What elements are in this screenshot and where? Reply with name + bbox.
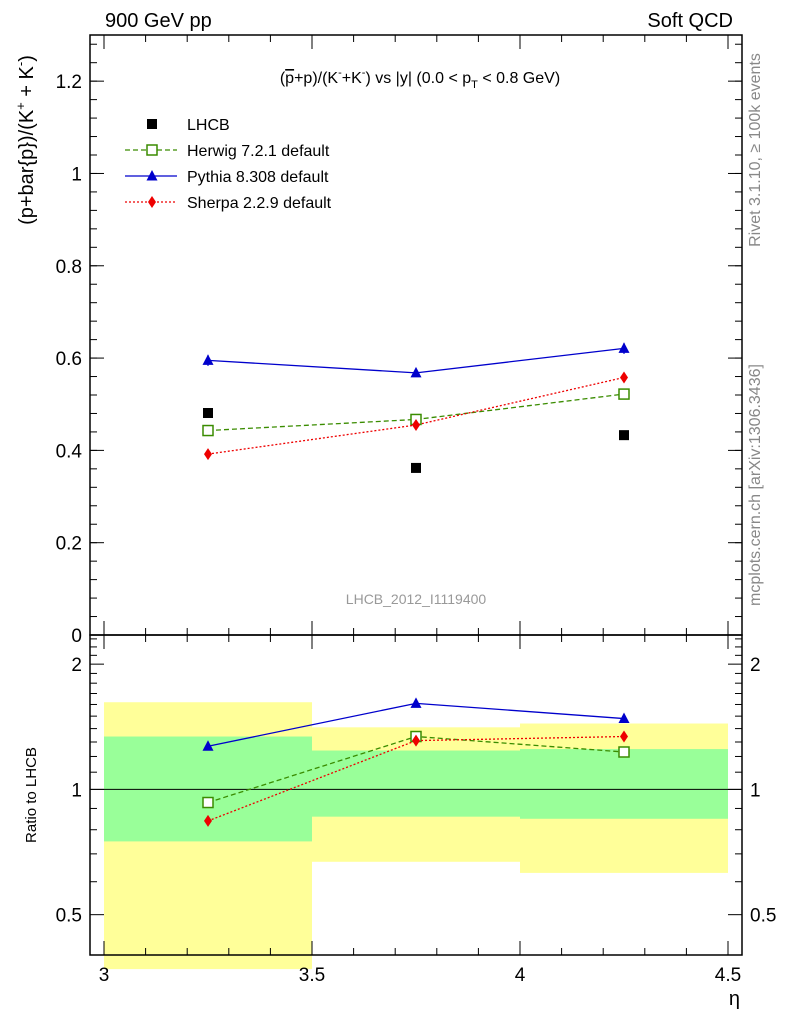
data-point-lhcb — [619, 430, 629, 441]
y-tick-label: 1.2 — [56, 72, 82, 93]
data-point-sherpa — [620, 371, 628, 384]
legend-entry-sherpa: Sherpa 2.2.9 default — [125, 195, 332, 212]
ratio-point-sherpa — [620, 730, 628, 743]
ratio-series-pythia — [202, 697, 630, 751]
legend-marker-sherpa — [148, 196, 156, 208]
rivet-version-label: Rivet 3.1.10, ≥ 100k events — [747, 53, 764, 247]
series-pythia — [202, 342, 630, 378]
ratio-y-tick-label: 0.5 — [56, 906, 82, 927]
x-axis-label: η — [729, 988, 740, 1010]
ratio-y-axis-label: Ratio to LHCB — [23, 747, 40, 843]
ratio-uncertainty-bands — [104, 702, 728, 970]
y-tick-label: 0.2 — [56, 534, 82, 555]
main-plot-frame: 0 0.2 0.4 0.6 0.8 1 1.2 — [56, 34, 743, 647]
ratio-series-group — [202, 697, 630, 827]
ratio-point-pythia — [410, 697, 422, 708]
ratio-y-tick-label-right: 1 — [750, 780, 761, 801]
legend: LHCB Herwig 7.2.1 default Pythia 8.308 def… — [125, 117, 332, 212]
legend-marker-pythia — [146, 170, 158, 181]
ratio-frame-border — [89, 634, 743, 956]
ratio-line-sherpa — [207, 735, 625, 822]
data-point-pythia — [410, 366, 422, 378]
ratio-y-tick-label-right: 2 — [750, 655, 761, 676]
ratio-y-tick-label-right: 0.5 — [750, 906, 776, 927]
main-series-group — [202, 342, 630, 473]
x-tick-label: 3.5 — [299, 965, 325, 986]
legend-entry-pythia: Pythia 8.308 default — [125, 169, 329, 186]
ratio-point-herwig — [202, 796, 214, 809]
ratio-y-tick-label: 1 — [71, 780, 82, 801]
data-point-pythia — [202, 354, 214, 365]
y-tick-label: 0.6 — [56, 349, 82, 370]
data-point-sherpa — [204, 448, 212, 461]
data-point-lhcb — [411, 462, 421, 473]
ratio-series-sherpa — [204, 730, 628, 827]
ratio-plot-frame: 3 3.5 4 4.5 0.5 0.5 1 1 2 2 — [56, 634, 776, 986]
ratio-point-sherpa — [412, 734, 420, 747]
y-tick-label: 0 — [71, 626, 82, 647]
legend-marker-lhcb — [147, 119, 157, 129]
data-point-herwig — [202, 424, 214, 437]
x-tick-label: 4.5 — [715, 965, 741, 986]
analysis-id-label: LHCB_2012_I1119400 — [346, 591, 487, 607]
data-point-pythia — [618, 342, 630, 353]
series-sherpa — [204, 371, 628, 461]
data-point-herwig — [618, 388, 630, 400]
header-category-label: Soft QCD — [647, 10, 733, 32]
mcplots-source-label: mcplots.cern.ch [arXiv:1306.3436] — [747, 364, 764, 606]
header-collision-label: 900 GeV pp — [105, 10, 212, 32]
legend-marker-herwig — [146, 144, 158, 156]
data-point-lhcb — [203, 408, 213, 418]
legend-entry-lhcb: LHCB — [147, 117, 230, 134]
ratio-point-pythia — [618, 712, 630, 724]
ratio-band-inner — [312, 750, 520, 817]
series-line-sherpa — [207, 376, 625, 455]
ratio-point-pythia — [202, 740, 214, 751]
series-lhcb — [203, 408, 629, 473]
ratio-y-tick-label: 2 — [71, 655, 82, 676]
ratio-band-inner — [520, 749, 728, 819]
legend-label-sherpa: Sherpa 2.2.9 default — [187, 195, 332, 212]
legend-label-pythia: Pythia 8.308 default — [187, 169, 329, 186]
legend-label-herwig: Herwig 7.2.1 default — [187, 143, 330, 160]
y-tick-label: 0.8 — [56, 257, 82, 278]
y-tick-label: 1 — [71, 164, 82, 185]
main-y-axis-label: (p+bar{p})/(K+ + K-) — [13, 55, 38, 225]
data-point-sherpa — [412, 419, 420, 431]
x-tick-label: 4 — [515, 965, 526, 986]
plot-title: (p+p)/(K-+K-) vs |y| (0.0 < pT < 0.8 GeV… — [280, 67, 560, 91]
legend-entry-herwig: Herwig 7.2.1 default — [125, 143, 330, 160]
legend-label-lhcb: LHCB — [187, 117, 230, 134]
x-tick-label: 3 — [99, 965, 110, 986]
ratio-point-sherpa — [204, 814, 212, 827]
y-tick-label: 0.4 — [56, 441, 83, 462]
ratio-point-herwig — [618, 746, 630, 758]
